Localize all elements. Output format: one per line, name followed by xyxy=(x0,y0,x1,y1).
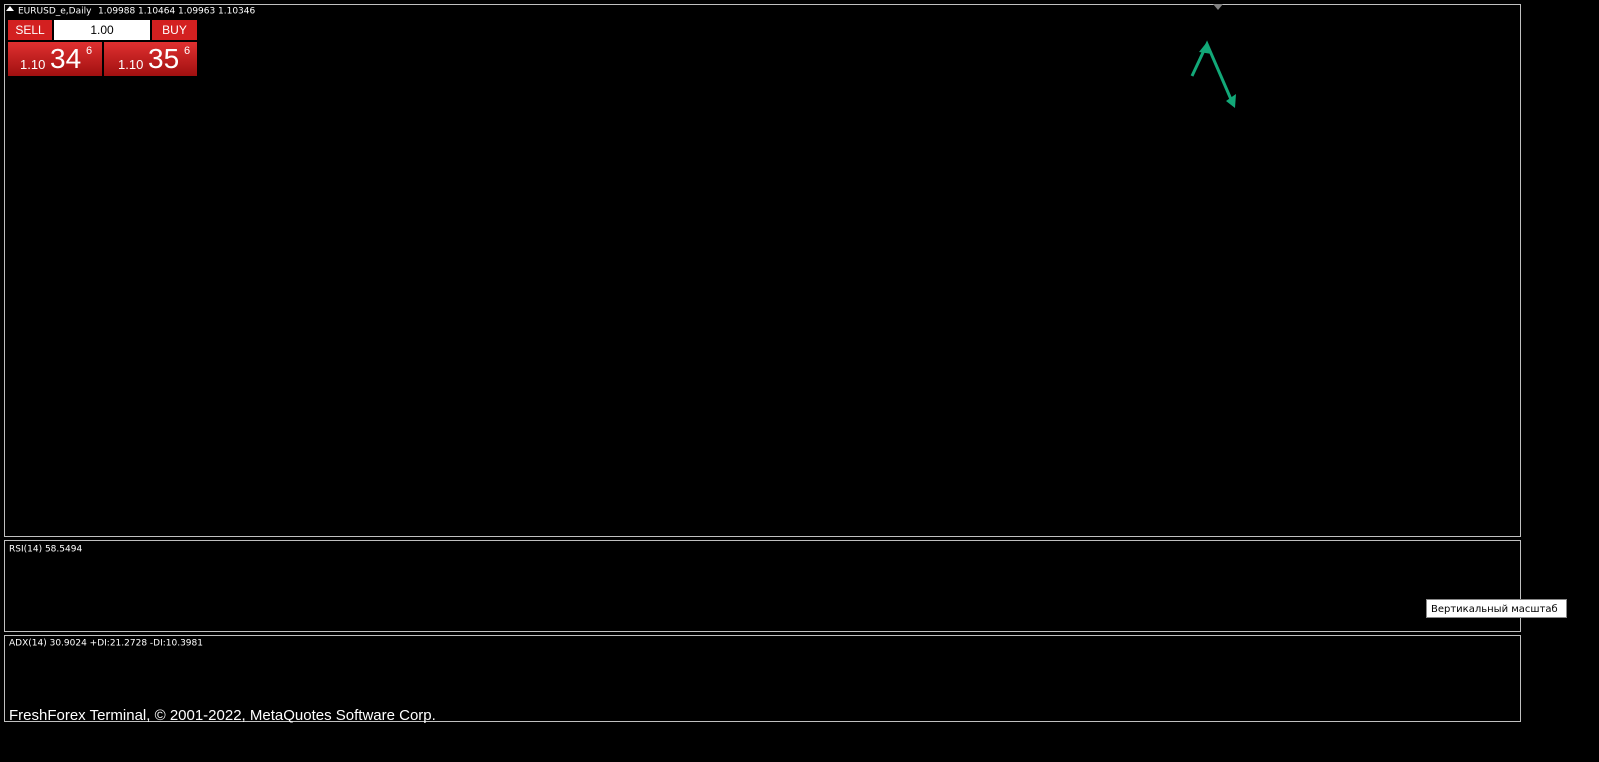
ask-big: 35 xyxy=(148,43,180,74)
ohlc-open: 1.09988 xyxy=(98,7,135,17)
buy-button[interactable]: BUY xyxy=(152,20,197,40)
bid-big: 34 xyxy=(50,43,82,74)
adx-frame xyxy=(4,635,1521,722)
shift-marker xyxy=(1213,4,1223,10)
bid-prefix: 1.10 xyxy=(20,57,46,72)
trade-panel: SELL 1.00 BUY 1.10 34 6 1.10 35 6 xyxy=(8,20,198,76)
sell-button[interactable]: SELL xyxy=(8,20,52,40)
main-frame xyxy=(4,4,1521,537)
collapse-icon[interactable] xyxy=(6,6,14,11)
symbol-label: EURUSD_e,Daily xyxy=(18,7,92,17)
ohlc-low: 1.09963 xyxy=(178,7,215,17)
tooltip: Вертикальный масштаб xyxy=(1431,604,1558,615)
lot-spinner[interactable]: 1.00 xyxy=(54,20,150,40)
ask-prefix: 1.10 xyxy=(118,57,144,72)
rsi-frame xyxy=(4,540,1521,632)
footer: FreshForex Terminal, © 2001-2022, MetaQu… xyxy=(9,707,436,724)
bid-small: 6 xyxy=(86,45,93,57)
ohlc-close: 1.10346 xyxy=(218,7,255,17)
ask-box[interactable]: 1.10 35 6 xyxy=(104,42,197,76)
ohlc-high: 1.10464 xyxy=(138,7,175,17)
adx-label: ADX(14) 30.9024 +DI:21.2728 -DI:10.3981 xyxy=(9,639,203,649)
rsi-label: RSI(14) 58.5494 xyxy=(9,545,82,555)
ask-small: 6 xyxy=(184,45,191,57)
tooltip-box xyxy=(1426,599,1567,618)
bid-box[interactable]: 1.10 34 6 xyxy=(8,42,102,76)
arrow-heads xyxy=(1199,42,1236,108)
